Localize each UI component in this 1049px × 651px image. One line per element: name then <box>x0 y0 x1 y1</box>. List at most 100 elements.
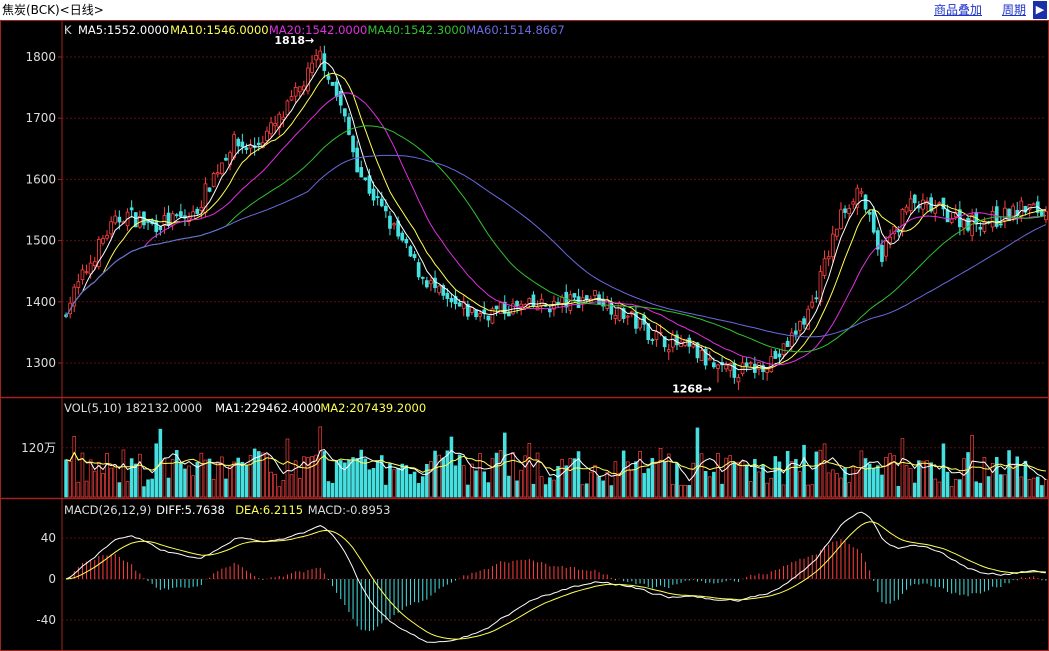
candle-body <box>548 308 552 313</box>
candle-body <box>326 75 331 80</box>
indicator-value: MA20:1542.0000 <box>269 23 368 37</box>
candle-body <box>113 215 118 224</box>
title-bar: 焦炭(BCK)<日线> 商品叠加 周期 ▶ <box>0 0 1049 20</box>
candle-body <box>765 368 769 373</box>
volume-bar <box>814 451 819 498</box>
chart-frame <box>0 20 1049 651</box>
ma40-line <box>65 125 1047 353</box>
volume-bar <box>1031 477 1036 498</box>
volume-bar <box>215 461 220 498</box>
stock-chart[interactable]: 1800 1700 1600 1500 1400 1300 120万 40 0 -40 K MA5:1… <box>0 20 1049 651</box>
candle-body <box>174 214 179 217</box>
candle-body <box>691 344 696 348</box>
volume-bar <box>179 462 183 498</box>
volume-bar <box>511 452 515 498</box>
volume-bar <box>917 460 921 498</box>
candle-body <box>884 240 888 257</box>
commodity-overlay-link[interactable]: 商品叠加 <box>934 3 983 17</box>
period-link[interactable]: 周期 <box>1002 3 1027 17</box>
volume-bar <box>88 459 93 498</box>
volume-bar <box>892 455 897 498</box>
volume-bar <box>855 469 860 498</box>
volume-bar <box>945 471 950 498</box>
volume-bar <box>679 484 683 498</box>
candle-body <box>371 188 376 201</box>
candle-body <box>785 340 790 347</box>
volume-bar <box>757 471 761 498</box>
candle-body <box>527 298 532 305</box>
candle-body <box>207 187 212 192</box>
candle-body <box>519 303 523 308</box>
volume-bar <box>654 461 659 498</box>
candle-body <box>515 301 519 307</box>
candle-body <box>441 285 446 296</box>
candle-body <box>671 334 675 348</box>
candle-body <box>1040 210 1044 217</box>
indicator-value: VOL(5,10) 182132.0000 <box>64 401 202 415</box>
volume-bar <box>658 448 663 498</box>
volume-bar <box>351 457 355 498</box>
candle-body <box>675 334 679 346</box>
volume-bar <box>72 436 77 498</box>
volume-bar <box>486 482 491 498</box>
volume-bar <box>662 461 667 498</box>
candle-body <box>679 341 683 348</box>
candle-body <box>1019 200 1024 217</box>
volume-bar <box>728 455 733 498</box>
volume-bar <box>810 484 815 498</box>
volume-bar <box>519 469 523 498</box>
candle-body <box>851 201 856 205</box>
volume-bar <box>794 459 798 498</box>
volume-bar <box>425 463 429 498</box>
candle-body <box>507 311 511 317</box>
candle-body <box>712 362 716 368</box>
volume-bar <box>691 462 696 498</box>
volume-bar <box>859 450 864 498</box>
macd-diff-line <box>65 511 1046 643</box>
volume-bar <box>871 468 876 498</box>
volume-bar <box>781 484 786 498</box>
price-tick-label: 1700 <box>25 111 56 125</box>
candle-body <box>445 292 450 299</box>
volume-bar <box>560 459 564 498</box>
volume-bar <box>474 470 478 498</box>
volume-bar <box>285 438 290 498</box>
triangle-right-icon[interactable]: ▶ <box>1033 1 1047 19</box>
volume-bar <box>650 458 655 498</box>
volume-bar <box>420 476 425 498</box>
volume-bar <box>150 478 154 498</box>
volume-bar <box>256 451 261 498</box>
candle-body <box>244 147 249 150</box>
candle-body <box>871 209 876 233</box>
volume-bar <box>441 457 446 498</box>
volume-bar <box>297 478 302 498</box>
volume-bar <box>974 481 979 498</box>
candle-body <box>269 122 273 135</box>
volume-bar <box>240 461 245 498</box>
candle-body <box>1023 205 1028 213</box>
candle-body <box>638 318 642 329</box>
candle-body <box>392 223 396 226</box>
candle-body <box>179 211 183 217</box>
candle-body <box>716 364 720 369</box>
candle-body <box>408 246 413 257</box>
volume-bar <box>552 479 556 498</box>
volume-bar <box>396 467 400 498</box>
candle-body <box>773 350 778 359</box>
volume-bar <box>211 478 216 498</box>
volume-bar <box>498 450 503 498</box>
volume-bar <box>343 462 347 498</box>
volume-bar <box>412 471 417 498</box>
volume-bar <box>953 479 958 498</box>
volume-bar <box>281 480 286 498</box>
volume-bar <box>839 477 843 498</box>
volume-bar <box>724 457 728 498</box>
volume-bar <box>461 465 466 498</box>
candle-body <box>789 332 794 347</box>
volume-bar <box>613 461 618 498</box>
candle-body <box>744 362 749 367</box>
indicator-value: MA10:1546.0000 <box>170 23 269 37</box>
volume-bar <box>1019 476 1024 498</box>
volume-bar <box>822 443 827 498</box>
candle-body <box>830 233 835 258</box>
